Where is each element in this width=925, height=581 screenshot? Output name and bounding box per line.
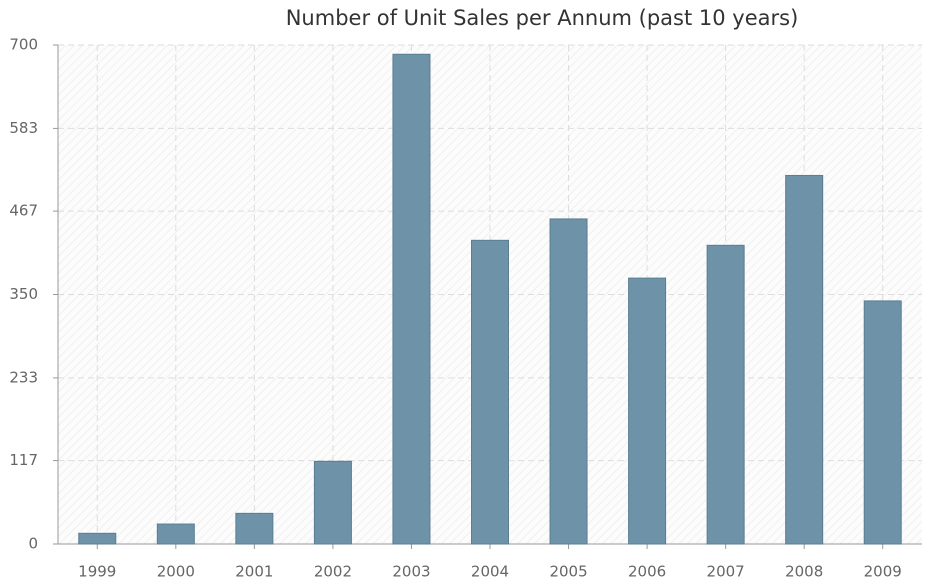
bar [863,300,902,545]
x-tick-label: 2004 [471,563,509,581]
y-tick-label: 0 [28,535,38,553]
y-tick-label: 700 [9,36,38,54]
bar [706,244,745,545]
bar [78,532,117,545]
bar [392,53,431,545]
bar [471,239,509,545]
x-tick-label: 2008 [785,563,823,581]
bar [313,460,352,545]
x-tick-label: 2009 [864,563,902,581]
chart-title: Number of Unit Sales per Annum (past 10 … [286,6,799,30]
y-tick-label: 583 [9,119,38,137]
x-tick-label: 2005 [549,563,587,581]
x-tick-label: 1999 [78,563,116,581]
x-tick-label: 2006 [628,563,666,581]
bar [628,277,667,545]
x-tick-label: 2002 [314,563,352,581]
bar [235,512,274,545]
x-tick-label: 2000 [157,563,195,581]
y-tick-label: 350 [9,285,38,303]
x-tick-label: 2001 [235,563,273,581]
y-tick-label: 233 [9,368,38,386]
x-tick-label: 2007 [707,563,745,581]
y-tick-label: 467 [9,202,38,220]
bar [156,523,195,545]
y-tick-label: 117 [9,451,38,469]
bar [549,218,588,545]
x-tick-label: 2003 [392,563,430,581]
bar [785,174,824,545]
